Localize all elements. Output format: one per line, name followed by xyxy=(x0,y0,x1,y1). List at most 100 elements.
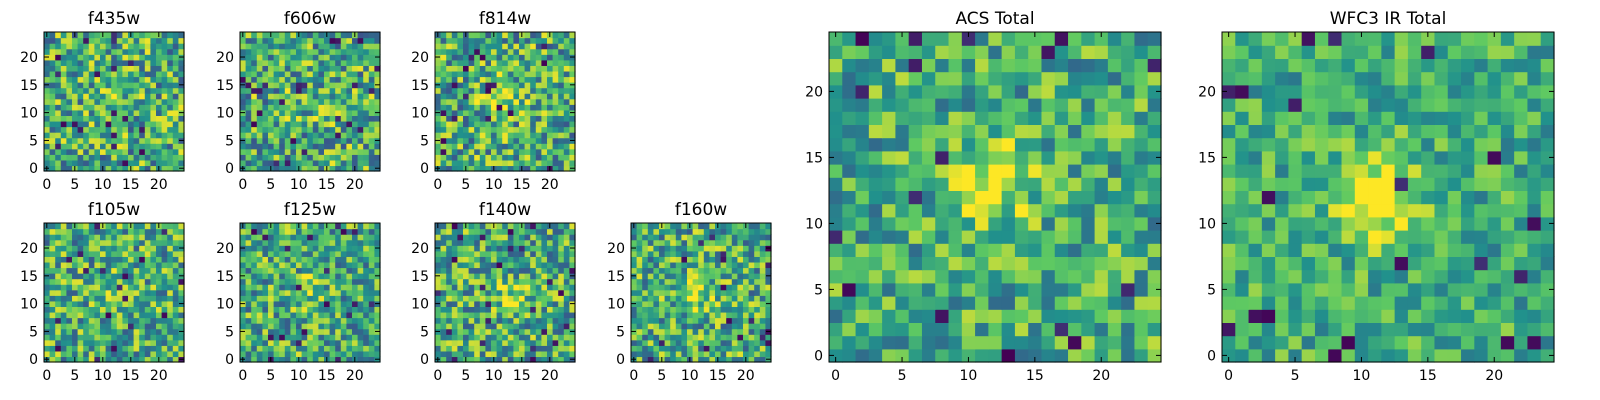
heatmap-cell xyxy=(524,228,531,235)
heatmap-cell xyxy=(105,32,112,39)
heatmap-cell xyxy=(346,87,353,94)
heatmap-cell xyxy=(88,32,95,39)
heatmap-cell xyxy=(307,43,314,50)
heatmap-cell xyxy=(935,177,950,191)
heatmap-cell xyxy=(240,98,247,105)
heatmap-cell xyxy=(552,323,559,330)
heatmap-cell xyxy=(273,120,280,128)
heatmap-cell xyxy=(446,70,453,78)
heatmap-cell xyxy=(709,234,716,241)
heatmap-cell xyxy=(948,256,963,271)
heatmap-cell xyxy=(290,234,297,241)
heatmap-cell xyxy=(530,228,537,235)
heatmap-cell xyxy=(172,311,179,319)
heatmap-cell xyxy=(502,328,509,335)
heatmap-cell xyxy=(128,82,135,89)
heatmap-cell xyxy=(530,339,537,346)
heatmap-cell xyxy=(357,250,364,257)
heatmap-cell xyxy=(335,306,342,313)
heatmap-cell xyxy=(318,104,325,111)
heatmap-cell xyxy=(647,234,654,241)
heatmap-cell xyxy=(513,104,520,111)
heatmap-cell xyxy=(262,148,269,155)
heatmap-cell xyxy=(731,345,738,352)
heatmap-cell xyxy=(451,311,458,319)
heatmap-cell xyxy=(1054,190,1069,205)
heatmap-cell xyxy=(122,132,129,139)
heatmap-cell xyxy=(374,93,381,100)
heatmap-cell xyxy=(457,48,464,55)
heatmap-cell xyxy=(921,190,936,205)
heatmap-cell xyxy=(94,261,101,269)
heatmap-cell xyxy=(133,273,140,280)
heatmap-cell xyxy=(759,223,766,230)
heatmap-cell xyxy=(256,137,263,144)
heatmap-cell xyxy=(49,234,56,241)
heatmap-cell xyxy=(737,273,744,280)
heatmap-cell xyxy=(519,120,526,128)
heatmap-cell xyxy=(759,278,766,285)
heatmap-cell xyxy=(868,177,883,191)
heatmap-cell xyxy=(513,317,520,324)
heatmap-cell xyxy=(748,300,755,307)
heatmap-cell xyxy=(312,311,319,319)
x-tick-label: 5 xyxy=(70,177,79,193)
heatmap-cell xyxy=(703,267,710,274)
heatmap-cell xyxy=(335,328,342,335)
heatmap-cell xyxy=(496,115,503,122)
heatmap-cell xyxy=(268,76,275,83)
heatmap-cell xyxy=(446,148,453,155)
heatmap-cell xyxy=(754,261,761,269)
heatmap-cell xyxy=(463,300,470,307)
heatmap-cell xyxy=(128,54,135,61)
heatmap-cell xyxy=(128,59,135,66)
heatmap-cell xyxy=(256,328,263,335)
heatmap-cell xyxy=(457,59,464,66)
heatmap-cell xyxy=(653,323,660,330)
heatmap-cell xyxy=(519,295,526,302)
heatmap-cell xyxy=(245,295,252,302)
heatmap-cell xyxy=(474,356,481,363)
heatmap-cell xyxy=(83,311,90,319)
heatmap-cell xyxy=(868,282,883,297)
heatmap-cell xyxy=(507,137,514,144)
heatmap-cell xyxy=(435,104,442,111)
heatmap-cell xyxy=(502,70,509,78)
heatmap-cell xyxy=(485,98,492,105)
heatmap-cell xyxy=(535,65,542,72)
heatmap-cell xyxy=(273,54,280,61)
heatmap-cell xyxy=(72,87,79,94)
heatmap-cell xyxy=(150,289,157,296)
heatmap-cell xyxy=(161,345,168,352)
heatmap-cell xyxy=(675,339,682,346)
heatmap-cell xyxy=(100,43,107,50)
heatmap-cell xyxy=(72,228,79,235)
heatmap-cell xyxy=(111,345,118,352)
heatmap-cell xyxy=(1081,164,1096,178)
heatmap-cell xyxy=(541,234,548,241)
heatmap-cell xyxy=(496,132,503,139)
heatmap-cell xyxy=(895,256,910,271)
heatmap-cell xyxy=(296,154,303,161)
heatmap-cell xyxy=(868,348,883,363)
heatmap-cell xyxy=(312,154,319,161)
heatmap-cell xyxy=(245,350,252,358)
heatmap-cell xyxy=(1107,348,1122,363)
heatmap-cell xyxy=(77,115,84,122)
heatmap-cell xyxy=(284,334,291,341)
heatmap-cell xyxy=(156,137,163,144)
heatmap-cell xyxy=(882,282,896,297)
heatmap-cell xyxy=(245,48,252,55)
heatmap-cell xyxy=(268,300,275,307)
heatmap-cell xyxy=(988,269,1003,284)
heatmap-cell xyxy=(552,306,559,313)
heatmap-cell xyxy=(346,267,353,274)
heatmap-cell xyxy=(855,309,870,323)
heatmap-cell xyxy=(161,245,168,252)
heatmap-cell xyxy=(659,300,666,307)
heatmap-cell xyxy=(256,120,263,128)
heatmap-cell xyxy=(156,311,163,319)
heatmap-cell xyxy=(451,239,458,246)
heatmap-cell xyxy=(340,250,347,257)
heatmap-cell xyxy=(457,245,464,252)
